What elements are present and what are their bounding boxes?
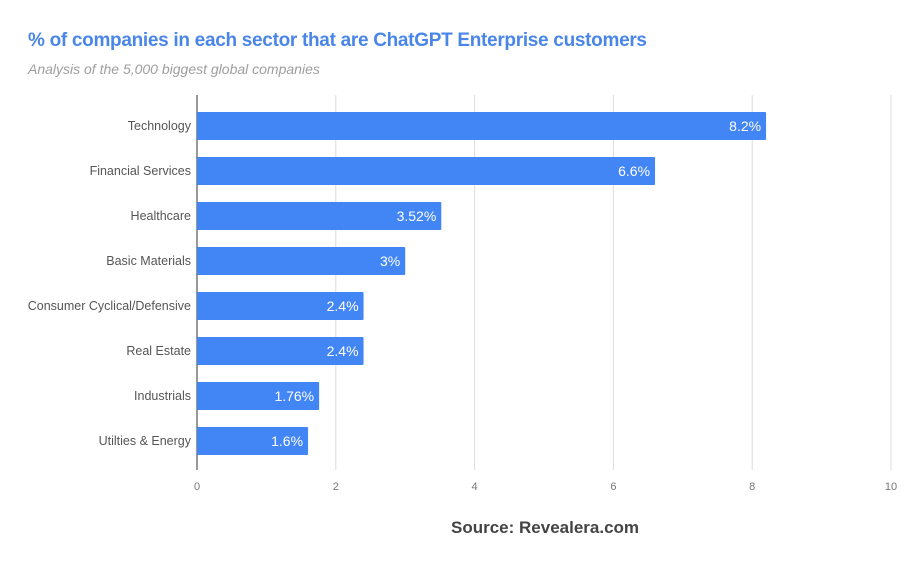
x-tick-label: 8 bbox=[749, 481, 755, 493]
category-label: Consumer Cyclical/Defensive bbox=[28, 299, 191, 313]
bar bbox=[197, 337, 364, 365]
x-tick-label: 4 bbox=[472, 481, 478, 493]
bar bbox=[197, 292, 364, 320]
data-label: 2.4% bbox=[327, 343, 359, 359]
data-label: 8.2% bbox=[729, 118, 761, 134]
category-label: Real Estate bbox=[126, 344, 191, 358]
bar bbox=[197, 382, 320, 410]
bar bbox=[197, 202, 442, 230]
bar bbox=[197, 157, 656, 185]
data-label: 3% bbox=[380, 253, 400, 269]
source-note: Source: Revealera.com bbox=[451, 518, 640, 537]
category-label: Industrials bbox=[134, 389, 191, 403]
data-label: 1.76% bbox=[274, 388, 314, 404]
category-label: Utilties & Energy bbox=[99, 434, 192, 448]
x-tick-label: 6 bbox=[610, 481, 616, 493]
x-tick-label: 0 bbox=[194, 481, 200, 493]
category-label: Technology bbox=[128, 119, 192, 133]
data-label: 6.6% bbox=[618, 163, 650, 179]
chart-title: % of companies in each sector that are C… bbox=[28, 30, 647, 51]
chart-subtitle: Analysis of the 5,000 biggest global com… bbox=[28, 61, 320, 77]
x-tick-label: 10 bbox=[885, 481, 897, 493]
bar bbox=[197, 247, 406, 275]
data-label: 3.52% bbox=[397, 208, 437, 224]
bar bbox=[197, 112, 767, 140]
category-label: Basic Materials bbox=[106, 254, 191, 268]
data-label: 2.4% bbox=[327, 298, 359, 314]
data-label: 1.6% bbox=[271, 433, 303, 449]
bar bbox=[197, 427, 309, 455]
category-label: Healthcare bbox=[131, 209, 191, 223]
x-tick-label: 2 bbox=[333, 481, 339, 493]
category-label: Financial Services bbox=[90, 164, 191, 178]
